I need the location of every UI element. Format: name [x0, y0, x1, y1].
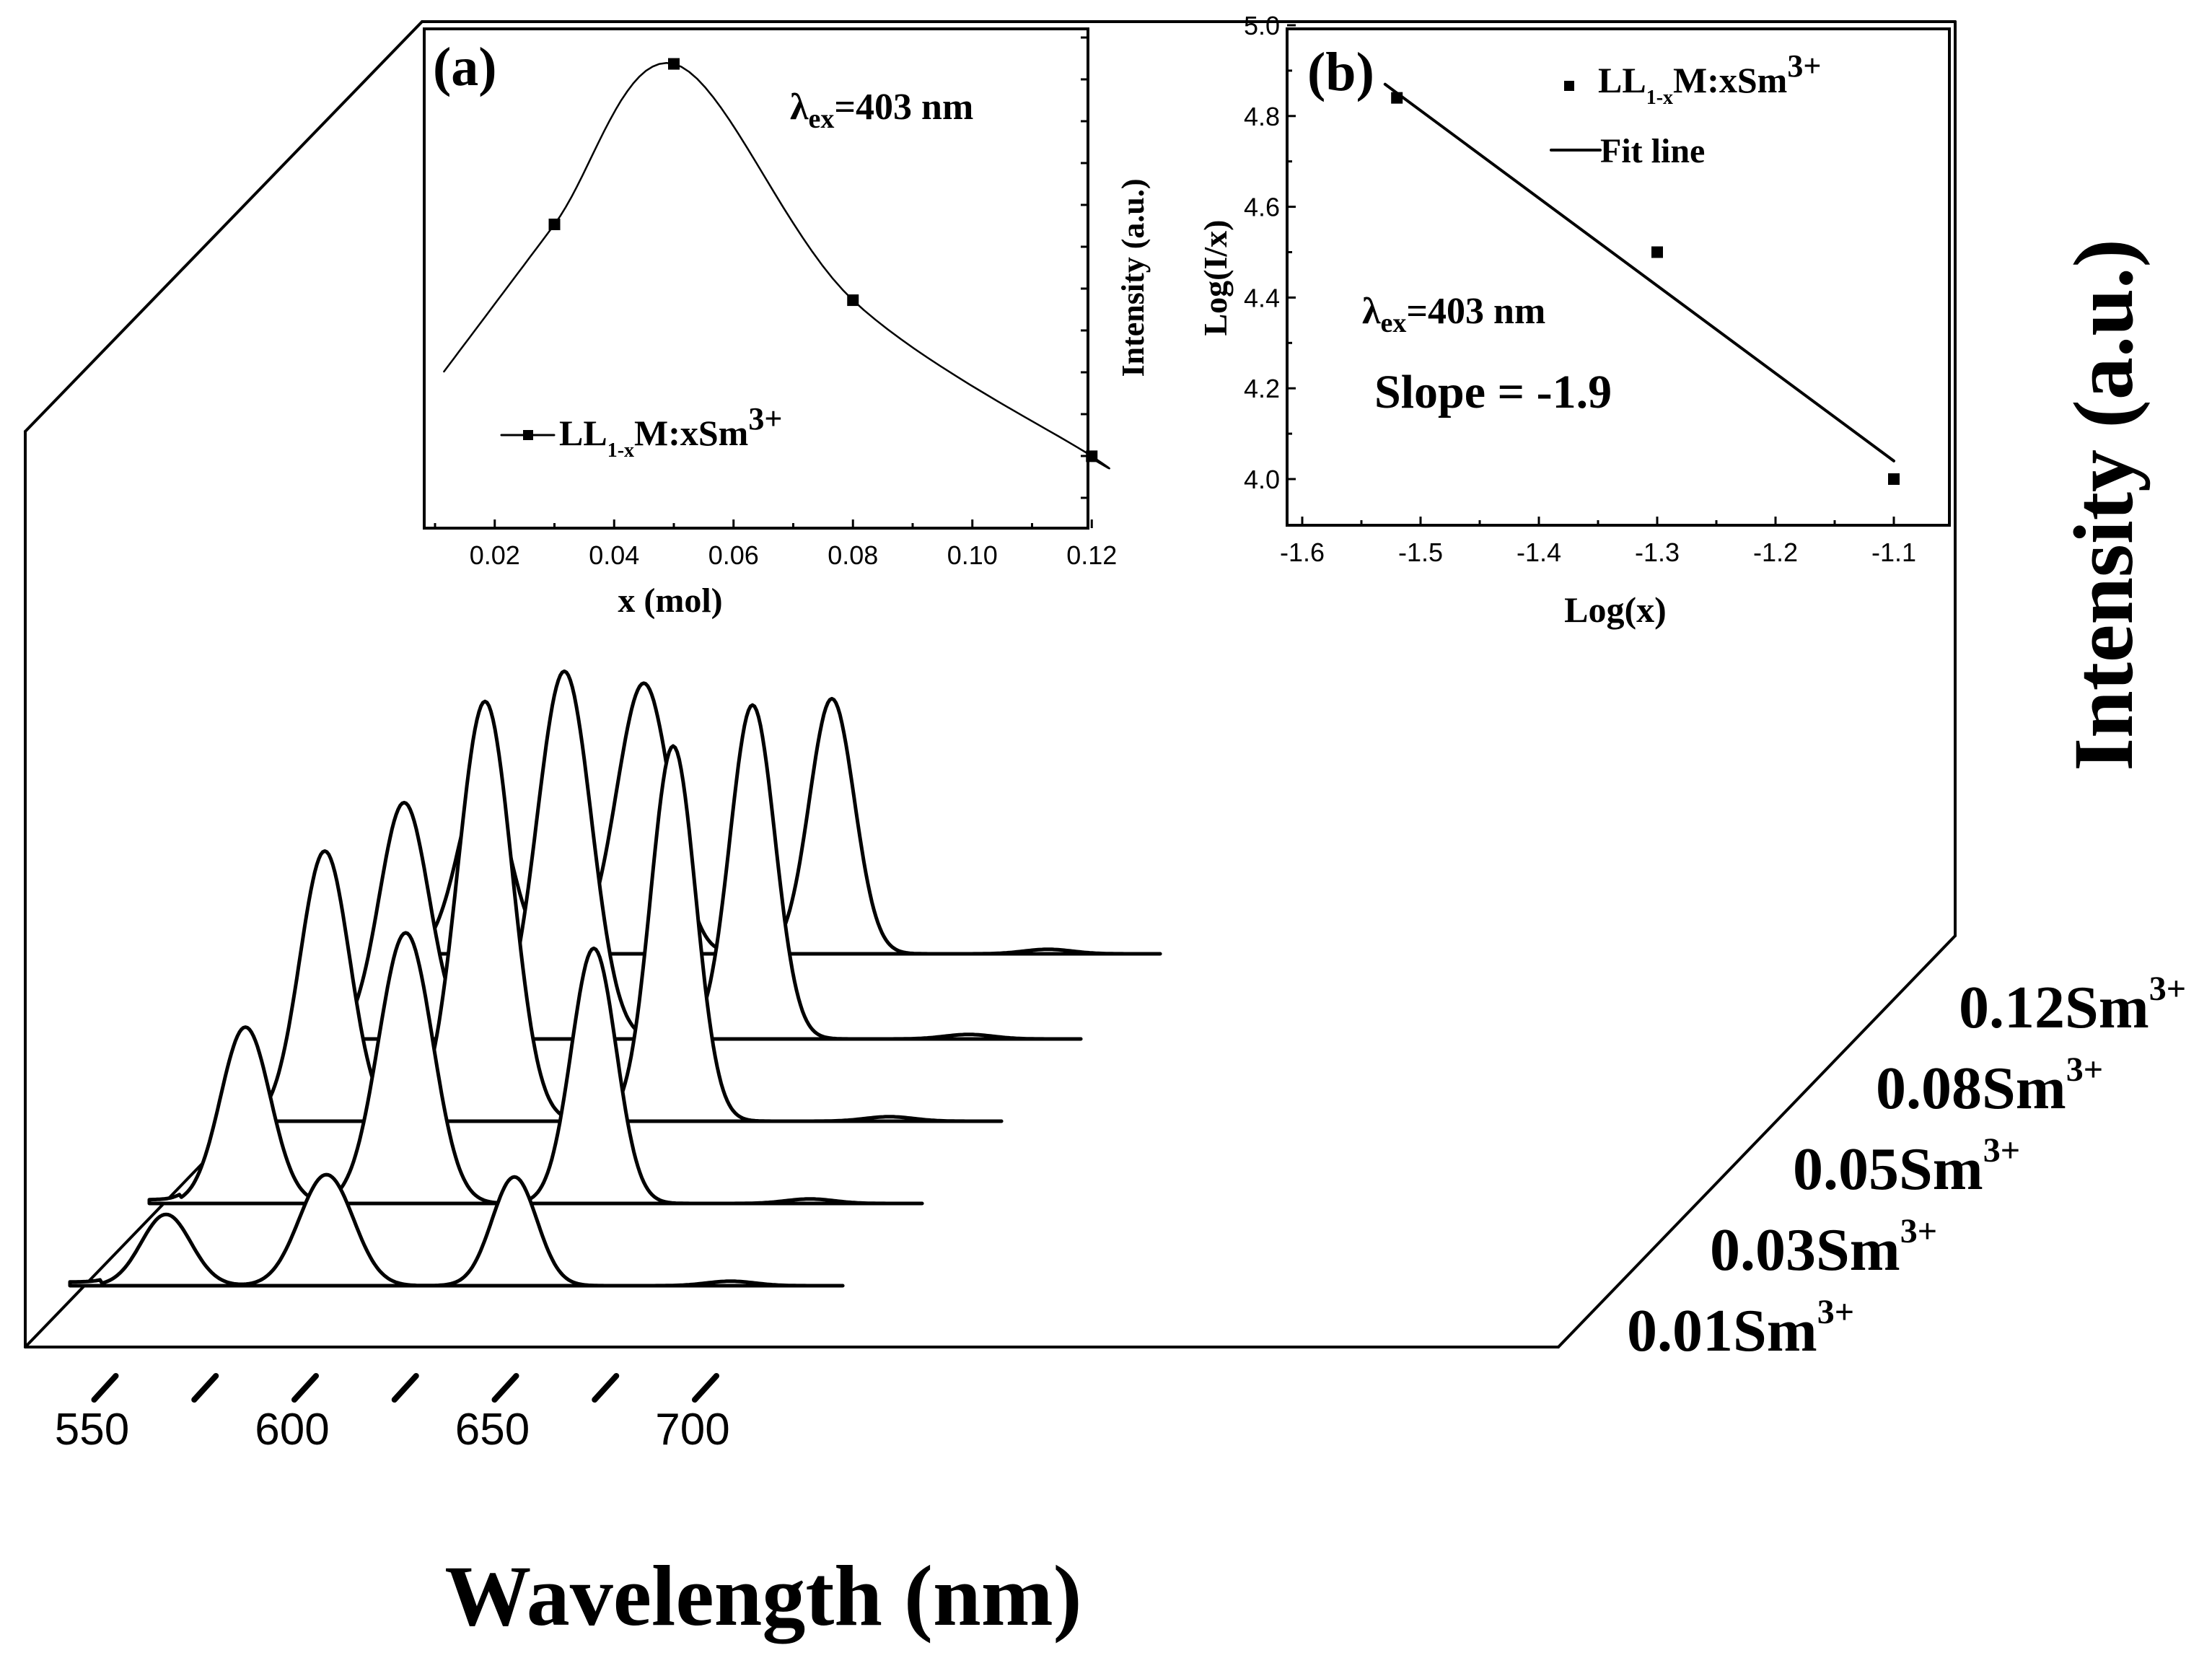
inset-b-fit-line: [1383, 82, 1895, 462]
inset-b-slope-text: Slope = -1.9: [1374, 366, 1612, 418]
inset-b-legend-label: LL1-xM:xSm3+: [1598, 48, 1821, 109]
spectra: [68, 669, 1162, 1288]
inset-a-point: [1086, 450, 1098, 462]
spectrum-0.01Sm: [68, 1172, 845, 1288]
inset-a-point: [847, 294, 859, 307]
inset-a-annotation: λex=403 nm: [790, 87, 973, 134]
inset-a-x-axis-title: x (mol): [618, 582, 722, 620]
inset-a-x-tick-label: 0.08: [828, 540, 878, 570]
inset-b-points: [1391, 92, 1900, 485]
inset-b-x-tick-label: -1.3: [1635, 538, 1680, 567]
spectrum-0.03Sm: [147, 931, 924, 1206]
inset-b-y-tick-label: 4.8: [1244, 102, 1280, 131]
x-tick-label: 550: [55, 1405, 129, 1455]
x-tick: [191, 1373, 219, 1403]
x-tick-label: 600: [255, 1405, 329, 1455]
inset-a: 0.02 0.04 0.06 0.08 0.10 0.12 (a) λex=403 nm …: [423, 27, 1151, 620]
inset-a-panel-label: (a): [433, 37, 497, 97]
frame-3d: [24, 20, 1957, 1348]
inset-a-plot-area: [423, 27, 1089, 530]
x-tick-labels: 550 600 650 700: [55, 1405, 730, 1455]
inset-a-points: [548, 58, 1098, 462]
inset-b-x-axis-title: Log(x): [1564, 589, 1667, 630]
inset-a-x-tick-label: 0.06: [708, 540, 759, 570]
inset-a-x-tick-label: 0.02: [470, 540, 520, 570]
inset-b-y-tick-label: 4.0: [1244, 465, 1280, 494]
inset-b-x-tick-label: -1.6: [1280, 538, 1325, 567]
x-axis-title: Wavelength (nm): [444, 1548, 1081, 1644]
inset-b-y-tick-label: 4.2: [1244, 374, 1280, 403]
inset-b-legend-marker: [1564, 81, 1574, 91]
x-tick-label: 650: [455, 1405, 530, 1455]
inset-b-legend-fit-label: Fit line: [1600, 132, 1705, 170]
x-ticks: [91, 1373, 719, 1403]
inset-a-x-tick-label: 0.10: [947, 540, 998, 570]
right-depth-edge: [1557, 934, 1957, 1348]
inset-b-y-tick-label: 4.4: [1244, 283, 1280, 312]
x-tick: [91, 1373, 119, 1403]
y-axis-title: Intensity (a.u.): [2056, 239, 2151, 771]
x-tick: [592, 1373, 620, 1403]
series-label-0.01Sm: 0.01Sm3+: [1627, 1293, 1854, 1364]
inset-a-point: [668, 58, 680, 70]
inset-a-x-tick-label: 0.12: [1066, 540, 1117, 570]
series-labels: 0.12Sm3+ 0.08Sm3+ 0.05Sm3+ 0.03Sm3+ 0.01Sm3+: [1627, 970, 2186, 1364]
inset-a-x-tick-label: 0.04: [589, 540, 639, 570]
inset-b-y-tick-label: 4.6: [1244, 193, 1280, 222]
inset-b-legend: LL1-xM:xSm3+ Fit line: [1550, 48, 1821, 170]
series-label-0.05Sm: 0.05Sm3+: [1793, 1131, 2020, 1203]
series-label-0.12Sm: 0.12Sm3+: [1959, 970, 2186, 1041]
x-tick: [491, 1373, 519, 1403]
inset-b-x-tick-label: -1.5: [1398, 538, 1443, 567]
inset-a-curve: [443, 62, 1110, 470]
inset-a-y-axis-title: Intensity (a.u.): [1115, 178, 1151, 377]
inset-b-panel-label: (b): [1307, 42, 1374, 102]
inset-a-x-ticks: 0.02 0.04 0.06 0.08 0.10 0.12: [434, 519, 1117, 570]
inset-b: -1.6 -1.5 -1.4 -1.3 -1.2 -1.1 4.0 4.2 4.4 4.6 4.8 5…: [1197, 11, 1951, 630]
inset-b-point: [1391, 92, 1403, 104]
series-label-0.08Sm: 0.08Sm3+: [1876, 1050, 2103, 1122]
inset-b-y-axis-title: Log(I/x): [1197, 220, 1234, 336]
inset-a-point: [548, 219, 561, 231]
inset-b-point: [1888, 473, 1900, 485]
inset-b-point: [1651, 246, 1663, 258]
top-left-edge: [24, 20, 423, 433]
x-tick: [291, 1373, 319, 1403]
x-tick: [391, 1373, 419, 1403]
inset-b-y-tick-label: 5.0: [1244, 11, 1280, 40]
inset-b-x-tick-label: -1.2: [1753, 538, 1798, 567]
series-label-0.03Sm: 0.03Sm3+: [1710, 1212, 1937, 1284]
x-tick-label: 700: [655, 1405, 729, 1455]
inset-b-plot-area: [1286, 27, 1951, 527]
inset-b-ticks: -1.6 -1.5 -1.4 -1.3 -1.2 -1.1 4.0 4.2 4.4 4.6 4.8 5…: [1244, 11, 1916, 567]
inset-a-legend-label: LL1-xM:xSm3+: [559, 401, 782, 462]
inset-b-x-tick-label: -1.1: [1871, 538, 1916, 567]
inset-b-x-tick-label: -1.4: [1517, 538, 1561, 567]
x-tick: [692, 1373, 719, 1403]
inset-b-annotation: λex=403 nm: [1362, 291, 1545, 338]
inset-a-y-ticks: [1081, 36, 1088, 499]
inset-a-legend-marker: [523, 430, 533, 440]
inset-a-legend: LL1-xM:xSm3+: [500, 401, 782, 462]
